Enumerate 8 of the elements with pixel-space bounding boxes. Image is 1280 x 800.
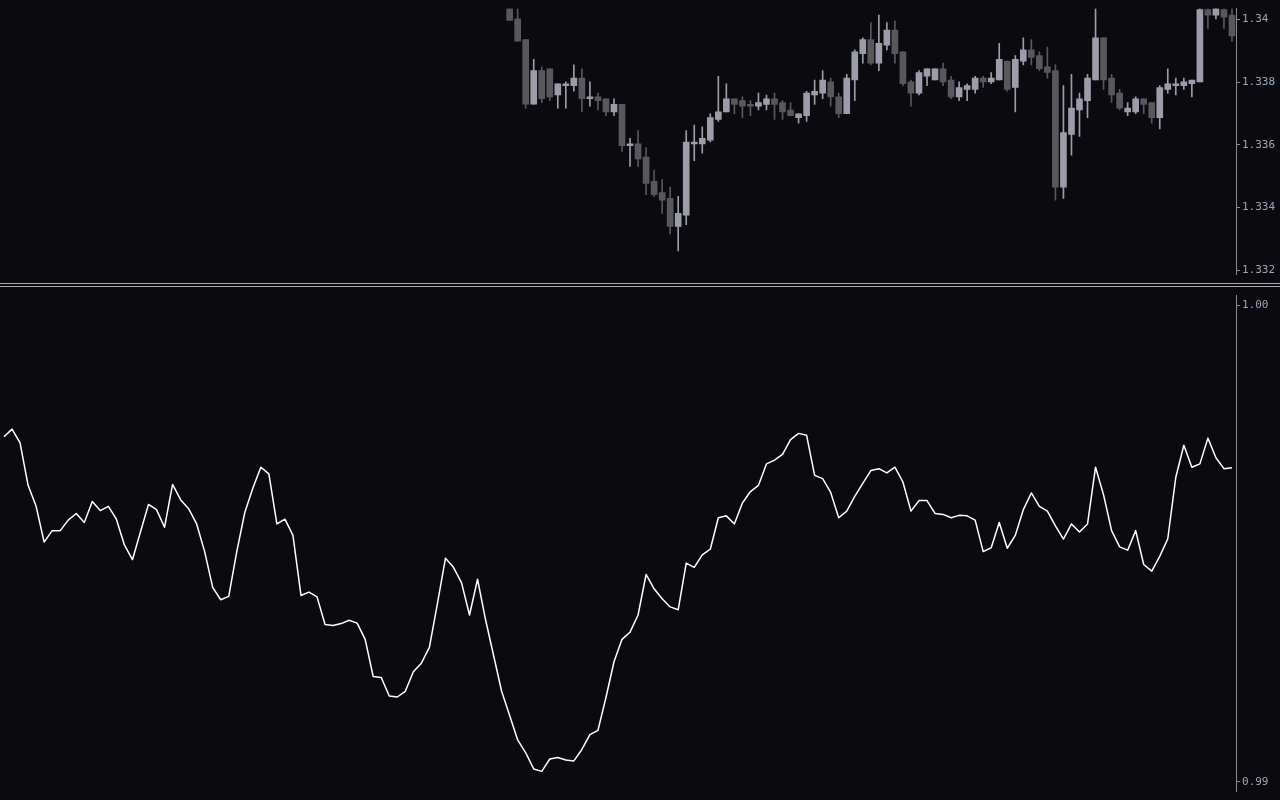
y-tick-label: 1.336 — [1242, 137, 1276, 151]
y-tick-label: 0.99 — [1242, 774, 1269, 788]
y-tick-label: 1.332 — [1242, 262, 1276, 276]
y-tick-label: 1.00 — [1242, 297, 1269, 311]
y-tick-label: 1.338 — [1242, 75, 1276, 89]
candlestick — [931, 68, 939, 81]
y-tick-label: 1.334 — [1242, 200, 1276, 214]
y-tick-label: 1.34 — [1242, 12, 1269, 26]
